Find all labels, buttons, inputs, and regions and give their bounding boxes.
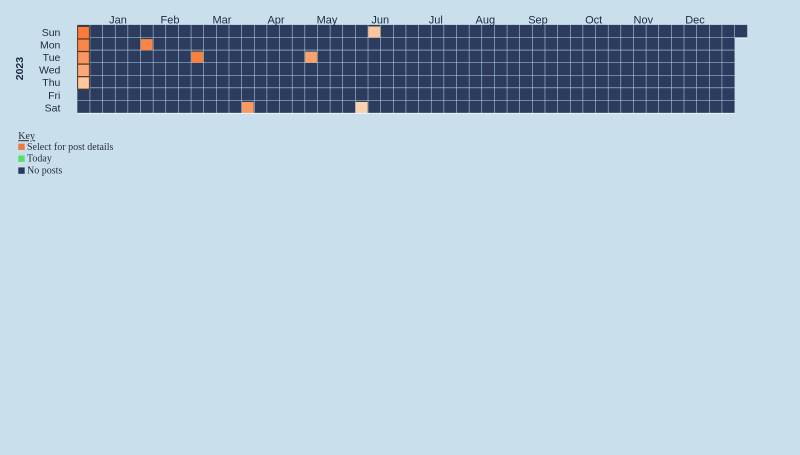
svg-text:Fri: Fri: [48, 90, 60, 102]
svg-text:Select for post details: Select for post details: [27, 142, 113, 153]
svg-text:No posts: No posts: [27, 166, 62, 177]
svg-text:Aug: Aug: [476, 15, 496, 27]
svg-text:Tue: Tue: [43, 52, 61, 64]
svg-text:Apr: Apr: [267, 15, 284, 27]
svg-text:Sun: Sun: [42, 27, 61, 39]
svg-text:Feb: Feb: [161, 15, 180, 27]
svg-text:Wed: Wed: [39, 65, 61, 77]
svg-text:May: May: [317, 15, 338, 27]
svg-text:Jun: Jun: [371, 15, 389, 27]
svg-text:2023: 2023: [14, 57, 26, 81]
svg-text:Key: Key: [18, 131, 35, 142]
svg-text:Today: Today: [27, 154, 52, 165]
svg-text:Mon: Mon: [40, 39, 61, 51]
svg-text:Jan: Jan: [109, 15, 127, 27]
svg-text:Oct: Oct: [585, 15, 602, 27]
svg-text:Jul: Jul: [429, 15, 443, 27]
svg-text:Sat: Sat: [45, 102, 61, 114]
svg-text:Dec: Dec: [685, 15, 705, 27]
svg-text:Nov: Nov: [634, 15, 654, 27]
svg-text:Mar: Mar: [213, 15, 232, 27]
svg-text:Sep: Sep: [528, 15, 548, 27]
svg-text:Thu: Thu: [42, 77, 60, 89]
